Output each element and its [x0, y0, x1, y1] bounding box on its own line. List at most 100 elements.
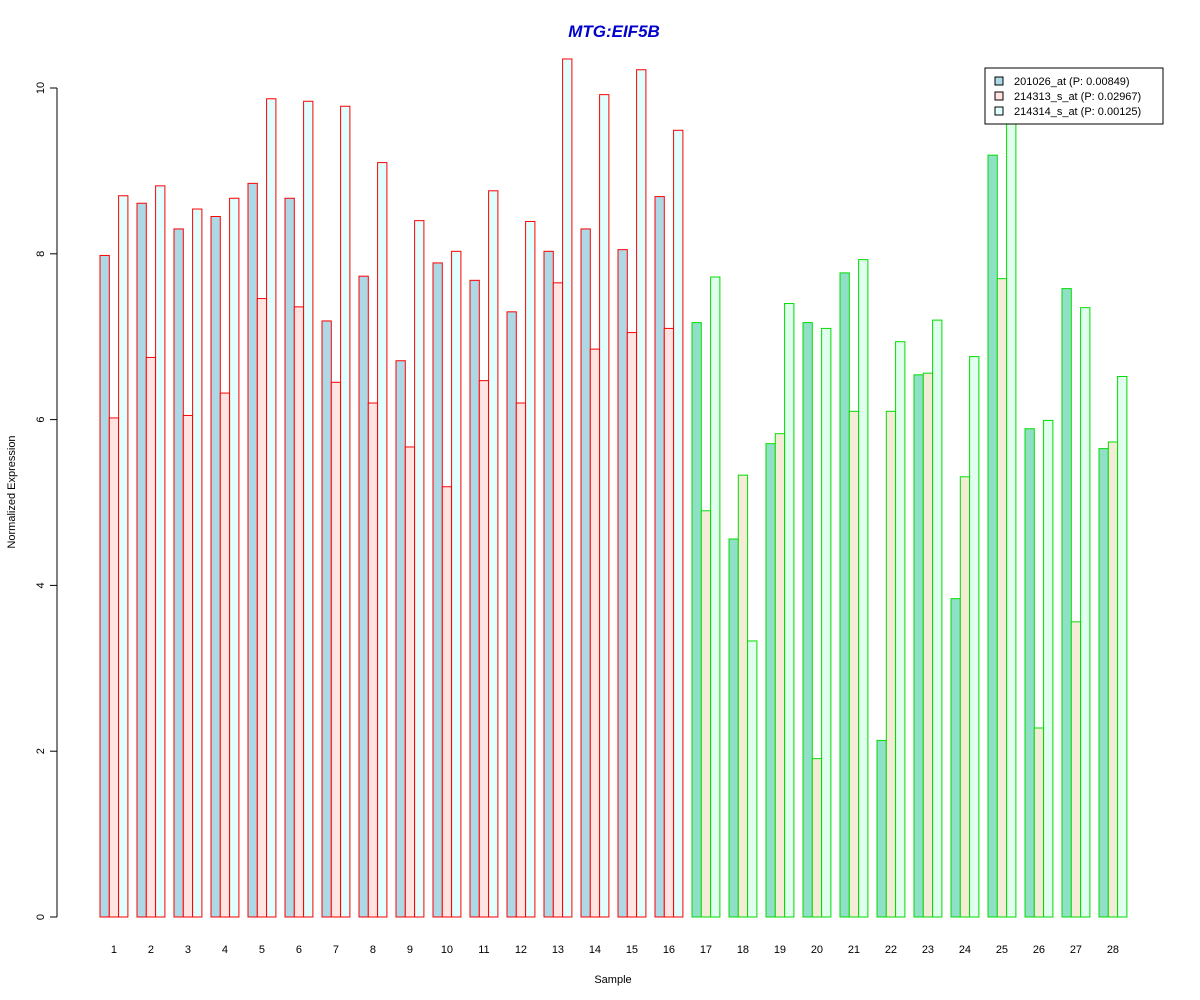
legend-swatch-1 — [994, 76, 1004, 86]
x-tick-label: 19 — [774, 944, 786, 956]
bar-sample-28-series-2 — [1107, 441, 1119, 918]
x-tick-label: 20 — [811, 944, 823, 956]
bar-sample-21-series-3 — [858, 259, 869, 918]
x-tick-label: 26 — [1033, 944, 1045, 956]
bar-sample-1-series-2 — [108, 417, 120, 918]
bar-sample-25-series-2 — [996, 278, 1008, 918]
bar-sample-1-series-3 — [118, 195, 129, 918]
x-axis-label: Sample — [594, 974, 631, 986]
legend-label-1: 201026_at (P: 0.00849) — [1014, 76, 1130, 88]
bar-sample-16-series-3 — [673, 129, 684, 918]
x-tick-label: 25 — [996, 944, 1008, 956]
bar-sample-13-series-3 — [562, 58, 573, 918]
bar-sample-20-series-3 — [821, 327, 832, 918]
bar-sample-21-series-2 — [848, 410, 860, 918]
legend-label-2: 214313_s_at (P: 0.02967) — [1014, 91, 1141, 103]
bar-sample-6-series-3 — [303, 100, 314, 918]
bar-sample-4-series-1 — [210, 215, 221, 918]
bar-sample-25-series-1 — [987, 154, 998, 918]
bar-sample-11-series-2 — [478, 380, 490, 918]
bar-sample-12-series-1 — [506, 311, 517, 918]
bar-sample-9-series-2 — [404, 446, 416, 918]
y-tick-label: 8 — [35, 251, 47, 257]
bar-sample-8-series-1 — [358, 275, 369, 918]
x-tick-label: 22 — [885, 944, 897, 956]
bar-sample-19-series-3 — [784, 303, 795, 918]
bar-sample-17-series-2 — [700, 510, 712, 918]
x-tick-label: 17 — [700, 944, 712, 956]
bar-sample-6-series-2 — [293, 306, 305, 918]
x-tick-label: 27 — [1070, 944, 1082, 956]
legend-box — [984, 67, 1164, 125]
bar-sample-1-series-1 — [99, 254, 110, 918]
x-tick-label: 2 — [148, 944, 154, 956]
bar-sample-28-series-1 — [1098, 448, 1109, 918]
x-tick-label: 10 — [441, 944, 453, 956]
bar-sample-7-series-1 — [321, 320, 332, 918]
bar-sample-13-series-1 — [543, 250, 554, 918]
bar-sample-27-series-1 — [1061, 288, 1072, 918]
bar-sample-24-series-3 — [969, 356, 980, 918]
bar-sample-22-series-1 — [876, 739, 887, 918]
legend-swatch-2 — [994, 91, 1004, 101]
x-tick-label: 8 — [370, 944, 376, 956]
bar-sample-14-series-3 — [599, 94, 610, 918]
bar-sample-11-series-3 — [488, 190, 499, 918]
bar-sample-27-series-2 — [1070, 621, 1082, 918]
bar-sample-5-series-3 — [266, 98, 277, 918]
y-tick-label: 4 — [35, 582, 47, 588]
bar-sample-24-series-2 — [959, 476, 971, 918]
x-tick-label: 12 — [515, 944, 527, 956]
bar-sample-3-series-3 — [192, 208, 203, 918]
legend-swatch-3 — [994, 106, 1004, 116]
x-tick-label: 23 — [922, 944, 934, 956]
bar-sample-26-series-3 — [1043, 419, 1054, 918]
bar-sample-11-series-1 — [469, 279, 480, 918]
bar-sample-14-series-2 — [589, 348, 601, 918]
x-tick-label: 7 — [333, 944, 339, 956]
bar-sample-9-series-3 — [414, 220, 425, 918]
x-tick-label: 6 — [296, 944, 302, 956]
bar-sample-13-series-2 — [552, 282, 564, 918]
bar-sample-18-series-3 — [747, 640, 758, 918]
bar-sample-23-series-1 — [913, 374, 924, 918]
bar-sample-19-series-1 — [765, 443, 776, 918]
x-tick-label: 21 — [848, 944, 860, 956]
bar-sample-16-series-2 — [663, 327, 675, 918]
bar-sample-10-series-1 — [432, 262, 443, 918]
bar-sample-2-series-1 — [136, 202, 147, 918]
bar-sample-17-series-1 — [691, 322, 702, 918]
y-tick-label: 0 — [35, 914, 47, 920]
bar-sample-5-series-1 — [247, 182, 258, 918]
bar-sample-10-series-3 — [451, 250, 462, 918]
x-tick-label: 24 — [959, 944, 971, 956]
bar-sample-5-series-2 — [256, 298, 268, 918]
bar-sample-27-series-3 — [1080, 307, 1091, 918]
bar-sample-28-series-3 — [1117, 375, 1128, 918]
bar-sample-20-series-2 — [811, 758, 823, 918]
bar-sample-22-series-3 — [895, 341, 906, 918]
bar-sample-2-series-3 — [155, 185, 166, 918]
bar-sample-3-series-2 — [182, 414, 194, 918]
bar-sample-23-series-3 — [932, 319, 943, 918]
x-tick-label: 18 — [737, 944, 749, 956]
bar-sample-8-series-2 — [367, 402, 379, 918]
bar-sample-4-series-2 — [219, 392, 231, 918]
x-tick-label: 16 — [663, 944, 675, 956]
x-tick-label: 9 — [407, 944, 413, 956]
legend-label-3: 214314_s_at (P: 0.00125) — [1014, 106, 1141, 118]
x-axis-tick-labels: 1 2 3 4 5 6 7 8 9 10 11 12 13 14 15 16 17 18 19 20 21 22 23 24 2… — [111, 944, 1119, 956]
x-tick-label: 5 — [259, 944, 265, 956]
y-tick-label: 6 — [35, 417, 47, 423]
bar-sample-17-series-3 — [710, 276, 721, 918]
bar-sample-15-series-1 — [617, 249, 628, 918]
bar-sample-7-series-2 — [330, 381, 342, 918]
bar-sample-6-series-1 — [284, 197, 295, 918]
x-tick-label: 4 — [222, 944, 228, 956]
bar-sample-15-series-2 — [626, 332, 638, 918]
x-tick-label: 28 — [1107, 944, 1119, 956]
bar-sample-12-series-2 — [515, 402, 527, 918]
x-tick-label: 15 — [626, 944, 638, 956]
bar-sample-23-series-2 — [922, 372, 934, 918]
